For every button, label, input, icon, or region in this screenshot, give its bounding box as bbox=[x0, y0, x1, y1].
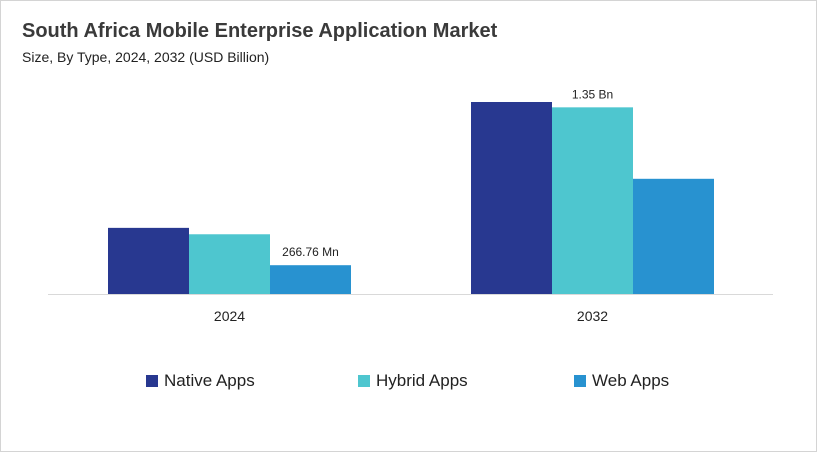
data-label-web-apps-2024: 266.76 Mn bbox=[282, 245, 339, 259]
legend-label-web-apps: Web Apps bbox=[592, 371, 670, 390]
chart-subtitle: Size, By Type, 2024, 2032 (USD Billion) bbox=[22, 49, 270, 65]
x-tick-label-2032: 2032 bbox=[577, 308, 608, 324]
legend-swatch-hybrid-apps bbox=[358, 375, 370, 387]
legend-label-native-apps: Native Apps bbox=[164, 371, 255, 390]
bar-native-apps-2024 bbox=[108, 227, 189, 294]
legend-swatch-native-apps bbox=[146, 375, 158, 387]
chart-title: South Africa Mobile Enterprise Applicati… bbox=[22, 20, 498, 42]
chart-legend: Native Apps Hybrid Apps Web Apps bbox=[0, 369, 817, 393]
bar-web-apps-2024 bbox=[270, 265, 351, 294]
data-label-hybrid-apps-2032: 1.35 Bn bbox=[572, 87, 613, 101]
legend-label-hybrid-apps: Hybrid Apps bbox=[376, 371, 468, 390]
x-tick-label-2024: 2024 bbox=[214, 308, 245, 324]
bar-web-apps-2032 bbox=[633, 178, 714, 294]
legend-swatch-web-apps bbox=[574, 375, 586, 387]
legend-item-native-apps: Native Apps bbox=[146, 369, 255, 393]
bar-hybrid-apps-2024 bbox=[189, 234, 270, 294]
bar-hybrid-apps-2032 bbox=[552, 107, 633, 294]
legend-item-web-apps: Web Apps bbox=[574, 369, 669, 393]
legend-item-hybrid-apps: Hybrid Apps bbox=[358, 369, 468, 393]
bar-native-apps-2032 bbox=[471, 102, 552, 294]
